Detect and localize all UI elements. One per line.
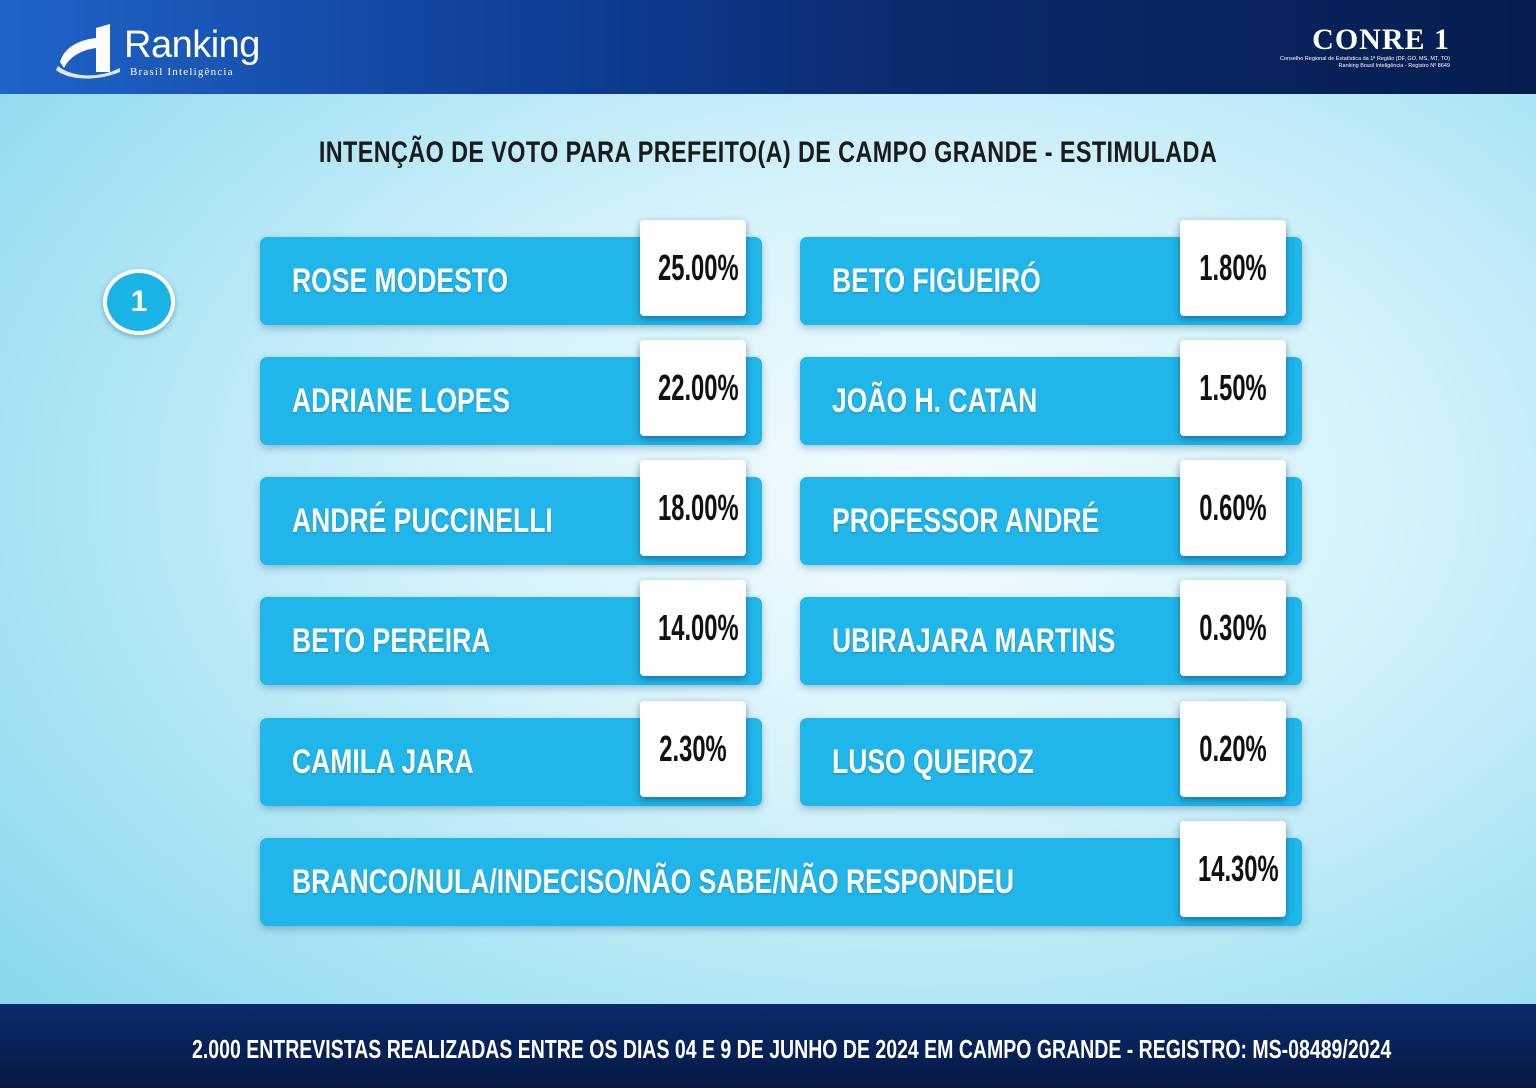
- candidate-percent: 14.00%: [658, 607, 739, 648]
- conre-logo: CONRE 1 Conselho Regional de Estatística…: [1270, 24, 1450, 76]
- candidate-percent: 22.00%: [658, 367, 739, 408]
- candidate-name: PROFESSOR ANDRÉ: [832, 502, 1100, 540]
- ranking-logo: Ranking Brasil Inteligência: [56, 18, 296, 80]
- footer-note: 2.000 ENTREVISTAS REALIZADAS ENTRE OS DI…: [192, 1034, 1392, 1064]
- percent-box: 22.00%: [640, 340, 746, 436]
- percent-box: 1.50%: [1180, 340, 1286, 436]
- candidate-name: ADRIANE LOPES: [292, 382, 511, 420]
- candidate-percent: 1.80%: [1199, 247, 1267, 288]
- header-bar: Ranking Brasil Inteligência CONRE 1 Cons…: [0, 0, 1536, 94]
- candidate-name: JOÃO H. CATAN: [832, 382, 1038, 420]
- conre-title: CONRE 1: [1312, 23, 1450, 56]
- percent-box: 1.80%: [1180, 220, 1286, 316]
- candidate-percent: 25.00%: [658, 247, 739, 288]
- candidate-percent: 0.60%: [1199, 487, 1267, 528]
- conre-subtitle-2: Ranking Brasil Inteligência - Registro N…: [1338, 63, 1450, 69]
- undecided-label: BRANCO/NULA/INDECISO/NÃO SABE/NÃO RESPON…: [292, 863, 1014, 901]
- undecided-percent: 14.30%: [1198, 848, 1279, 889]
- percent-box: 14.30%: [1180, 821, 1286, 917]
- percent-box: 0.30%: [1180, 580, 1286, 676]
- percent-box: 2.30%: [640, 701, 746, 797]
- brand-tagline: Brasil Inteligência: [130, 66, 234, 78]
- candidate-percent: 2.30%: [659, 728, 727, 769]
- ranking-logo-icon: [56, 24, 120, 79]
- conre-subtitle-1: Conselho Regional de Estatística da 1ª R…: [1280, 56, 1450, 62]
- undecided-card: BRANCO/NULA/INDECISO/NÃO SABE/NÃO RESPON…: [260, 838, 1302, 926]
- candidate-name: ROSE MODESTO: [292, 262, 509, 300]
- brand-name: Ranking: [124, 24, 260, 66]
- candidate-name: UBIRAJARA MARTINS: [832, 622, 1116, 660]
- candidate-name: LUSO QUEIROZ: [832, 743, 1034, 781]
- percent-box: 25.00%: [640, 220, 746, 316]
- candidate-percent: 18.00%: [658, 487, 739, 528]
- candidate-percent: 1.50%: [1199, 367, 1267, 408]
- page-number-badge: 1: [103, 269, 175, 335]
- candidate-name: BETO PEREIRA: [292, 622, 491, 660]
- candidate-percent: 0.30%: [1199, 607, 1267, 648]
- percent-box: 0.60%: [1180, 460, 1286, 556]
- percent-box: 0.20%: [1180, 701, 1286, 797]
- candidate-name: CAMILA JARA: [292, 743, 474, 781]
- candidate-name: ANDRÉ PUCCINELLI: [292, 502, 553, 540]
- page-title: INTENÇÃO DE VOTO PARA PREFEITO(A) DE CAM…: [318, 136, 1218, 169]
- candidate-percent: 0.20%: [1199, 728, 1267, 769]
- footer-bar: 2.000 ENTREVISTAS REALIZADAS ENTRE OS DI…: [0, 1004, 1536, 1088]
- candidate-name: BETO FIGUEIRÓ: [832, 262, 1041, 300]
- percent-box: 18.00%: [640, 460, 746, 556]
- percent-box: 14.00%: [640, 580, 746, 676]
